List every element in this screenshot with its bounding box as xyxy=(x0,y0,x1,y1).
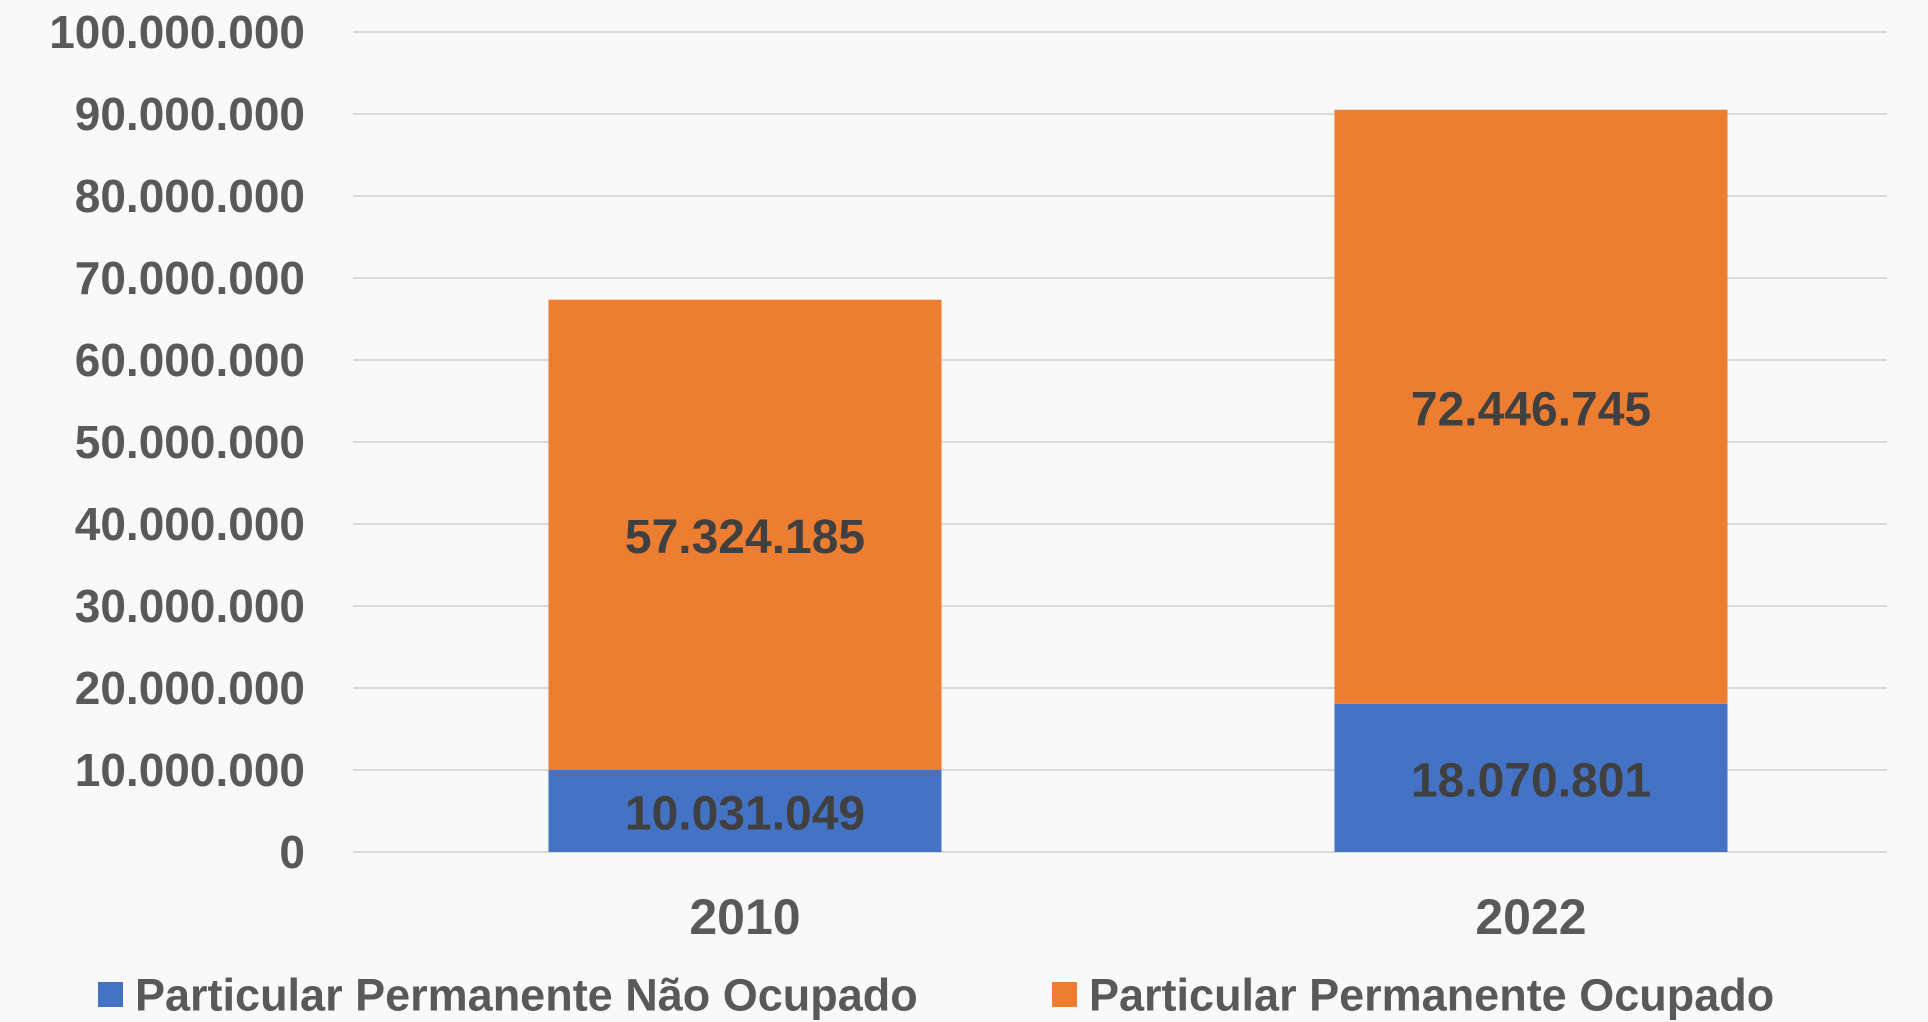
y-tick-label: 40.000.000 xyxy=(75,498,305,550)
y-tick-label: 100.000.000 xyxy=(49,6,305,58)
y-tick-label: 30.000.000 xyxy=(75,580,305,632)
y-tick-label: 0 xyxy=(279,826,305,878)
data-label: 18.070.801 xyxy=(1411,754,1651,807)
legend-label: Particular Permanente Não Ocupado xyxy=(135,970,918,1021)
y-tick-label: 70.000.000 xyxy=(75,252,305,304)
bar-segment xyxy=(548,299,942,770)
bar-segment xyxy=(548,769,942,852)
bar-segment xyxy=(1334,109,1728,704)
data-label: 10.031.049 xyxy=(625,787,865,840)
y-tick-label: 60.000.000 xyxy=(75,334,305,386)
y-tick-label: 90.000.000 xyxy=(75,88,305,140)
data-label: 57.324.185 xyxy=(625,511,865,564)
legend-label: Particular Permanente Ocupado xyxy=(1089,970,1774,1021)
legend-swatch xyxy=(1052,982,1077,1007)
bar-segment xyxy=(1334,703,1728,852)
data-label: 72.446.745 xyxy=(1411,383,1651,436)
y-tick-label: 10.000.000 xyxy=(75,744,305,796)
y-tick-label: 80.000.000 xyxy=(75,170,305,222)
y-tick-label: 50.000.000 xyxy=(75,416,305,468)
legend-swatch xyxy=(98,982,123,1007)
y-tick-label: 20.000.000 xyxy=(75,662,305,714)
x-tick-label: 2022 xyxy=(1475,889,1586,945)
x-tick-label: 2010 xyxy=(689,889,800,945)
